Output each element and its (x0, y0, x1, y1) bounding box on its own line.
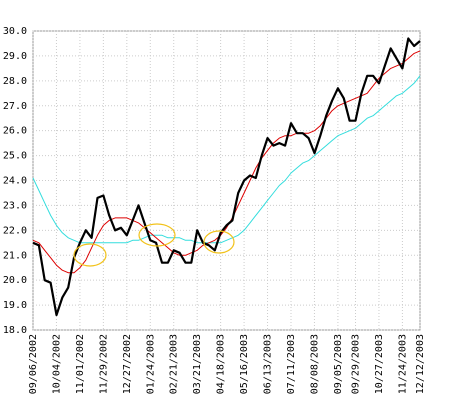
y-tick-label: 24.0 (3, 176, 27, 187)
x-tick-label: 12/12/2003 (415, 334, 426, 394)
x-tick-label: 11/29/2002 (98, 334, 109, 394)
y-tick-label: 25.0 (3, 151, 27, 162)
y-tick-label: 21.0 (3, 250, 27, 261)
series-line (32, 75, 421, 244)
x-tick-label: 01/24/2003 (145, 334, 156, 394)
x-tick-label: 09/06/2002 (28, 334, 39, 394)
y-tick-label: 22.0 (3, 225, 27, 236)
y-tick-label: 27.0 (3, 101, 27, 112)
x-tick-label: 10/27/2003 (374, 334, 385, 394)
highlight-ellipse (203, 230, 235, 254)
x-tick-label: 03/21/2003 (192, 334, 203, 394)
y-tick-label: 19.0 (3, 300, 27, 311)
x-tick-label: 10/04/2002 (51, 334, 62, 394)
y-tick-label: 20.0 (3, 275, 27, 286)
x-tick-label: 11/24/2003 (397, 334, 408, 394)
x-tick-label: 02/21/2003 (169, 334, 180, 394)
y-tick-label: 28.0 (3, 76, 27, 87)
y-tick-label: 18.0 (3, 325, 27, 336)
x-tick-label: 08/08/2003 (309, 334, 320, 394)
x-tick-label: 05/16/2003 (239, 334, 250, 394)
y-tick-label: 26.0 (3, 126, 27, 137)
x-tick-label: 09/05/2003 (333, 334, 344, 394)
x-tick-label: 12/27/2002 (122, 334, 133, 394)
highlight-ellipse (73, 243, 107, 267)
x-tick-label: 04/18/2003 (216, 334, 227, 394)
y-tick-label: 23.0 (3, 200, 27, 211)
plot-frame (32, 30, 421, 331)
x-tick-label: 11/01/2002 (75, 334, 86, 394)
y-tick-label: 29.0 (3, 51, 27, 62)
x-tick-label: 07/11/2003 (286, 334, 297, 394)
annotations (73, 223, 235, 267)
series-line (32, 37, 421, 317)
series-line (32, 50, 421, 274)
highlight-ellipse (138, 223, 176, 247)
y-tick-label: 30.0 (3, 26, 27, 37)
x-tick-label: 06/13/2003 (263, 334, 274, 394)
x-tick-label: 09/29/2003 (351, 334, 362, 394)
